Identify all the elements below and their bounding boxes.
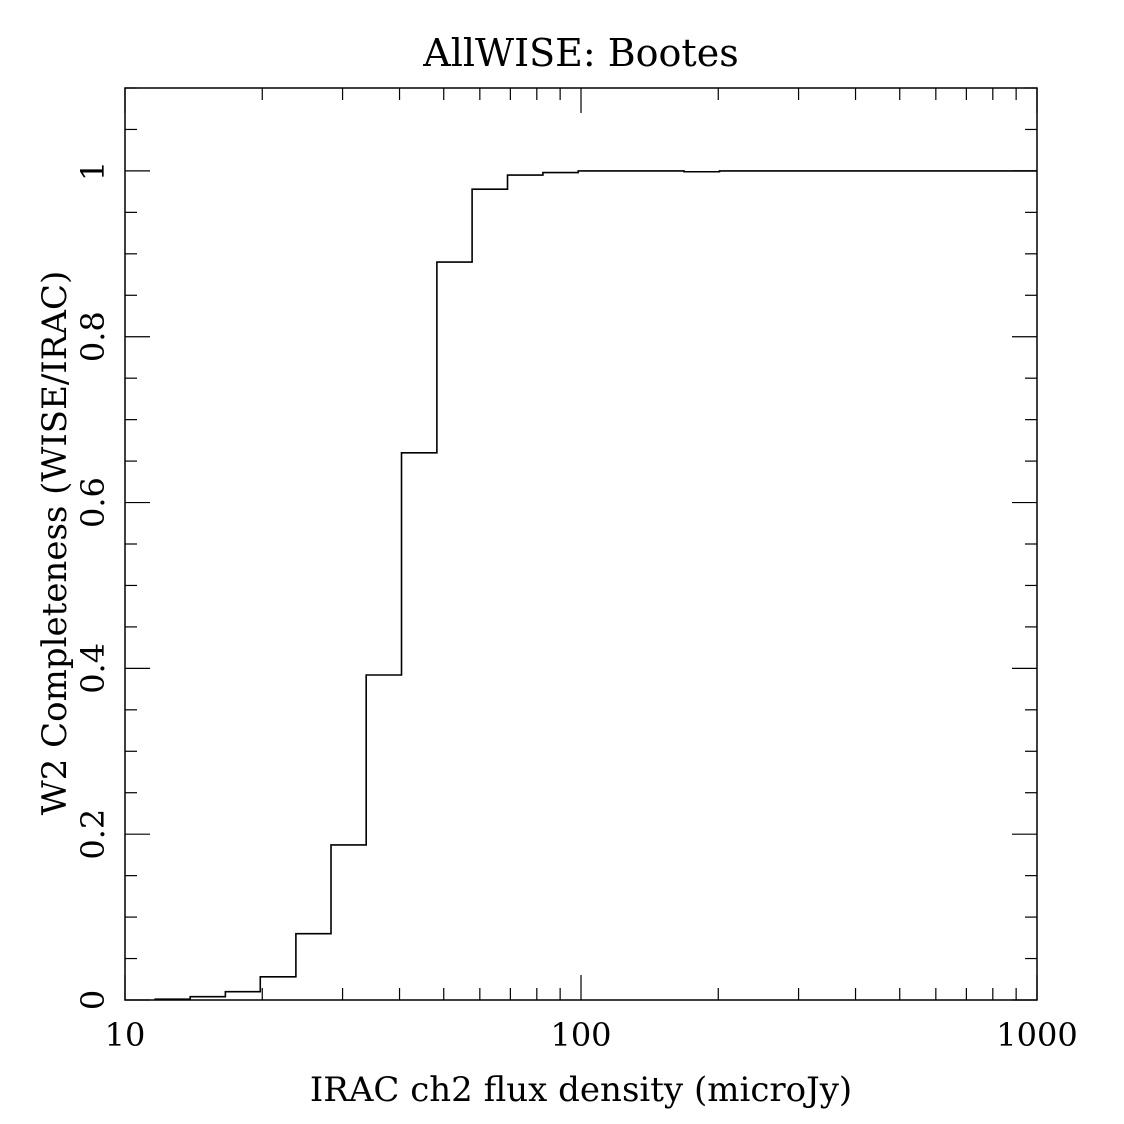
y-axis-ticks <box>125 87 1037 1001</box>
x-axis-tick-labels: 10 100 1000 <box>105 1016 1078 1054</box>
x-tick-label: 10 <box>105 1016 146 1054</box>
y-tick-label: 0.2 <box>74 809 112 860</box>
y-tick-label: 1 <box>74 161 112 181</box>
y-tick-label: 0 <box>74 990 112 1010</box>
y-tick-label: 0.6 <box>74 477 112 528</box>
plot-frame <box>124 87 1038 1001</box>
y-tick-label: 0.8 <box>74 311 112 362</box>
x-tick-label: 100 <box>550 1016 611 1054</box>
completeness-step-line <box>154 170 1037 1000</box>
x-tick-label: 1000 <box>996 1016 1077 1054</box>
y-tick-label: 0.4 <box>74 643 112 694</box>
chart-title: AllWISE: Bootes <box>422 31 738 75</box>
x-axis-label: IRAC ch2 flux density (microJy) <box>310 1070 852 1110</box>
plot-border <box>124 87 1038 1001</box>
completeness-series <box>154 170 1037 1000</box>
y-axis-label: W2 Completeness (WISE/IRAC) <box>35 271 75 815</box>
x-axis-ticks <box>124 88 1038 1000</box>
y-axis-tick-labels: 0 0.2 0.4 0.6 0.8 1 <box>74 161 112 1010</box>
